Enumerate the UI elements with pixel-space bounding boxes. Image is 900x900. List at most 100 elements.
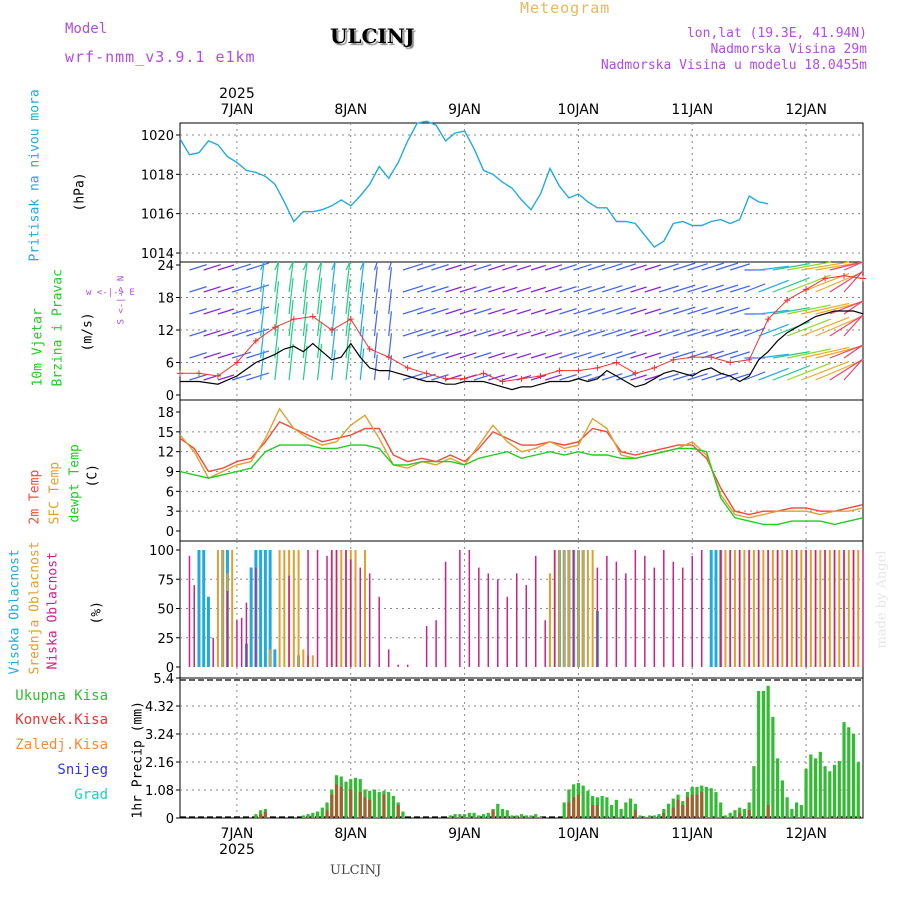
wind-arrow: [701, 372, 724, 381]
precip-legend-hail: Grad: [74, 787, 108, 803]
precip-bar: [453, 814, 457, 818]
wind-arrow: [815, 271, 864, 293]
wind-arrow: [630, 286, 647, 293]
precip-bar: [306, 814, 310, 818]
precip-bar: [462, 814, 467, 818]
wind-arrow: [416, 351, 436, 359]
wind-gust-marker: [689, 354, 696, 361]
precip-bar: [382, 794, 386, 818]
wind-arrow: [658, 307, 679, 315]
wind-arrow: [431, 286, 449, 293]
precip-bar: [847, 727, 851, 818]
wind-gust-marker: [290, 316, 297, 323]
wind-arrow: [189, 264, 207, 271]
wind-arrow: [530, 330, 546, 337]
wind-speed-line: [180, 310, 864, 391]
wind-arrow: [630, 264, 647, 271]
lonlat-label: lon,lat (19.3E, 41.94N): [686, 26, 867, 41]
precip-bar: [448, 815, 452, 818]
precip-bar: [657, 814, 661, 818]
wind-arrow: [587, 308, 606, 315]
wind-gust-marker: [366, 345, 373, 352]
wind-gust-marker: [404, 364, 411, 371]
wind-arrow: [545, 286, 562, 293]
wind-arrow: [217, 308, 235, 315]
wind-arrow: [302, 345, 308, 381]
wind-arrow: [431, 264, 449, 271]
wind-arrow: [189, 286, 207, 293]
wind-gust-marker: [309, 313, 316, 320]
wind-arrow: [687, 263, 708, 271]
wind-arrow: [815, 315, 864, 337]
wind-arrow: [843, 314, 864, 337]
wind-arrow: [203, 352, 221, 359]
precip-legend-conv: Konvek.Kisa: [15, 712, 108, 728]
wind-arrow: [203, 286, 221, 293]
wind-arrow: [217, 330, 235, 337]
wind-arrow: [516, 264, 532, 271]
wind-arrow: [744, 327, 766, 337]
wind-arrow: [274, 261, 280, 271]
wind-arrow: [829, 314, 864, 337]
x-tick-label-top: 7JAN: [220, 102, 253, 118]
wind-gust-marker: [271, 324, 278, 331]
wind-arrow: [302, 301, 308, 337]
precip-bar: [491, 810, 495, 818]
wind-arrow: [260, 306, 265, 337]
wind-arrow: [459, 264, 477, 271]
wind-arrow: [288, 261, 294, 271]
precip-bar: [477, 815, 481, 818]
precip-bar: [467, 812, 471, 818]
wind-gust-marker: [651, 364, 658, 371]
precip-bar: [344, 781, 348, 818]
wind-arrow: [687, 285, 708, 293]
wind-arrow: [616, 329, 637, 337]
precip-bar: [510, 815, 514, 818]
precip-bar: [776, 758, 780, 818]
wind-arrow: [502, 330, 518, 337]
wind-arrow: [758, 309, 789, 315]
precip-bar: [747, 810, 751, 818]
wind-arrow: [488, 264, 506, 271]
wind-gust-marker: [727, 359, 734, 366]
wind-arrow: [573, 351, 592, 359]
precip-bar: [842, 722, 846, 818]
wind-arrow: [431, 308, 449, 315]
wind-arrow: [715, 284, 739, 293]
wind-arrow: [502, 286, 518, 293]
wind-arrow: [231, 351, 252, 359]
precip-bar: [377, 792, 381, 818]
x-tick-label-bottom: 8JAN: [334, 826, 367, 842]
wind-arrow: [658, 373, 679, 381]
wind-gust-marker: [461, 375, 468, 382]
wind-arrow: [516, 286, 532, 293]
precip-bar: [818, 751, 822, 818]
wind-arrow: [288, 261, 294, 293]
station-title: ULCINJ: [330, 24, 415, 48]
wind-arrow: [687, 307, 708, 315]
wind-arrow: [431, 352, 449, 359]
precip-legend-total: Ukupna Kisa: [15, 688, 108, 704]
wind-arrow: [715, 262, 739, 271]
wind-gust-marker: [518, 375, 525, 382]
wind-arrow: [801, 346, 850, 359]
wind-arrow: [488, 286, 506, 293]
x-tick-label-bottom: 10JAN: [558, 826, 600, 842]
precip-bar: [643, 816, 647, 818]
precip-bar: [638, 815, 642, 818]
x-tick-label-bottom: 11JAN: [671, 826, 713, 842]
precip-bar: [752, 766, 756, 818]
wind-arrow: [559, 352, 577, 359]
wind-gust-marker: [499, 378, 506, 385]
precip-bar: [714, 792, 718, 818]
wind-arrow: [217, 374, 235, 381]
wind-arrow: [715, 306, 739, 315]
wind-arrow: [317, 261, 323, 271]
wind-arrow: [630, 308, 647, 315]
wind-arrow: [601, 351, 623, 359]
precip-bar: [695, 794, 699, 818]
wind-arrow: [459, 308, 477, 315]
wind-arrow: [772, 365, 810, 381]
wind-arrow: [445, 330, 462, 337]
